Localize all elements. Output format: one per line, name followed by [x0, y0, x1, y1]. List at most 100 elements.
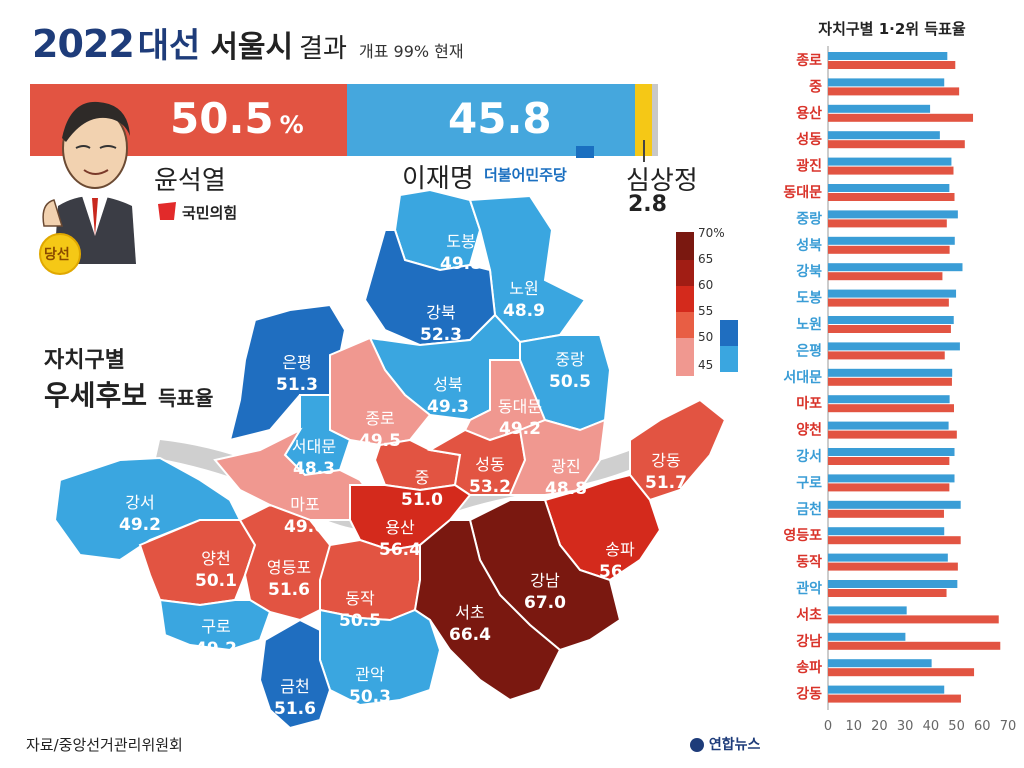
bar-lee — [828, 78, 945, 87]
district-name-label: 동작 — [345, 589, 375, 608]
chart-tick-label: 30 — [897, 719, 914, 734]
map-title: 우세후보 득표율 — [44, 374, 213, 414]
page-title: 2022 대선 서울시 결과 개표 99% 현재 — [32, 18, 464, 68]
chart-category-label: 은평 — [796, 342, 822, 359]
district-name-label: 마포 — [290, 495, 319, 514]
bar-lee — [828, 289, 957, 298]
chart-category-label: 영등포 — [783, 527, 822, 544]
chart-category-label: 금천 — [796, 502, 822, 518]
district-value-label: 48.3 — [293, 459, 335, 479]
district-value-label: 51.3 — [276, 375, 318, 395]
bar-lee — [828, 395, 950, 404]
district-name-label: 강남 — [530, 571, 560, 590]
chart-tick-label: 40 — [923, 719, 940, 734]
lee-value: 45.8 — [448, 94, 552, 143]
bar-lee — [828, 606, 907, 615]
legend-label: 55 — [698, 304, 714, 318]
chart-category-label: 중랑 — [796, 211, 822, 227]
bar-lee — [828, 316, 954, 324]
map-title-line3: 득표율 — [158, 386, 214, 410]
chart-category-label: 송파 — [796, 660, 822, 676]
chart-category-label: 중 — [809, 79, 822, 95]
district-value-label: 67.0 — [524, 593, 566, 613]
bar-lee — [828, 632, 906, 641]
bar-yoon — [828, 61, 956, 69]
district-name-label: 용산 — [385, 518, 415, 537]
map-title-line2: 우세후보 — [44, 379, 148, 412]
legend-label: 45 — [698, 358, 714, 372]
legend-label: 65 — [698, 252, 714, 266]
yonhap-logo-icon — [690, 738, 704, 752]
legend-label: 50 — [698, 330, 714, 344]
district-value-label: 49.5 — [359, 431, 401, 451]
district-value-label: 51.6 — [268, 580, 310, 600]
lee-name: 이재명 — [402, 164, 474, 194]
bar-lee — [828, 500, 961, 509]
title-subtitle: 개표 99% 현재 — [358, 42, 464, 61]
district-name-label: 종로 — [365, 409, 394, 428]
bar-lee — [828, 527, 945, 536]
chart-category-label: 마포 — [796, 396, 822, 412]
bar-lee — [828, 131, 940, 140]
chart-category-label: 구로 — [796, 475, 822, 491]
district-name-label: 구로 — [201, 617, 230, 636]
bar-lee — [828, 184, 950, 192]
bar-lee — [828, 342, 960, 351]
bar-lee — [828, 553, 948, 562]
chart-tick-label: 70 — [1000, 719, 1017, 734]
district-area — [258, 618, 332, 730]
district-name-label: 금천 — [280, 677, 309, 696]
district-name-label: 성동 — [475, 455, 504, 474]
title-word-election: 대선 — [137, 26, 201, 66]
district-value-label: 53.2 — [469, 477, 511, 497]
district-value-label: 50.5 — [549, 372, 591, 392]
district-name-label: 서대문 — [292, 437, 336, 456]
district-area — [158, 598, 272, 652]
chart-category-label: 서대문 — [783, 370, 822, 386]
chart-category-label: 노원 — [796, 317, 822, 333]
dp-flag-icon — [576, 146, 594, 158]
legend-label: 60 — [698, 278, 714, 292]
bar-yoon — [828, 589, 947, 597]
district-name-label: 관악 — [355, 665, 385, 684]
title-word-result: 결과 — [299, 34, 347, 64]
district-name-label: 도봉 — [446, 232, 475, 251]
ppp-logo-icon — [158, 202, 176, 220]
district-name-label: 양천 — [201, 549, 230, 568]
chart-category-label: 성동 — [796, 132, 822, 148]
district-name-label: 광진 — [551, 457, 580, 476]
bar-lee — [828, 421, 949, 430]
legend-color-scale — [676, 232, 694, 376]
map-title-line1: 자치구별 — [44, 348, 125, 373]
bar-yoon — [828, 166, 954, 175]
district-value-label: 50.5 — [339, 611, 381, 631]
chart-category-label: 강서 — [796, 448, 822, 465]
district-value-label: 49.2 — [195, 639, 237, 659]
legend-blue-scale — [720, 320, 738, 372]
district-name-label: 서초 — [455, 603, 484, 622]
district-value-label: 66.4 — [449, 625, 491, 645]
bar-lee — [828, 685, 945, 694]
chart-tick-label: 10 — [845, 719, 862, 734]
district-name-label: 성북 — [433, 375, 462, 394]
title-word-seoul: 서울시 — [210, 30, 294, 65]
chart-category-label: 종로 — [796, 53, 822, 69]
district-value-label: 49.2 — [499, 419, 541, 439]
district-value-label: 48.9 — [503, 301, 545, 321]
lee-segment — [347, 84, 635, 156]
chart-category-label: 강동 — [796, 686, 822, 703]
bar-yoon — [828, 193, 955, 201]
bar-yoon — [828, 140, 965, 149]
chart-tick-label: 60 — [974, 719, 991, 734]
legend-label: 70% — [698, 226, 725, 240]
district-value-label: 51.7 — [645, 473, 687, 493]
district-name-label: 송파 — [605, 540, 635, 559]
bar-yoon — [828, 668, 975, 677]
bar-yoon — [828, 562, 958, 571]
elected-badge-label: 당선 — [44, 247, 70, 263]
chart-category-label: 광진 — [796, 158, 822, 175]
district-value-label: 56.4 — [379, 540, 421, 560]
district-value-label: 49.8 — [440, 254, 482, 274]
district-name-label: 강서 — [125, 493, 154, 512]
district-name-label: 중 — [415, 468, 430, 487]
